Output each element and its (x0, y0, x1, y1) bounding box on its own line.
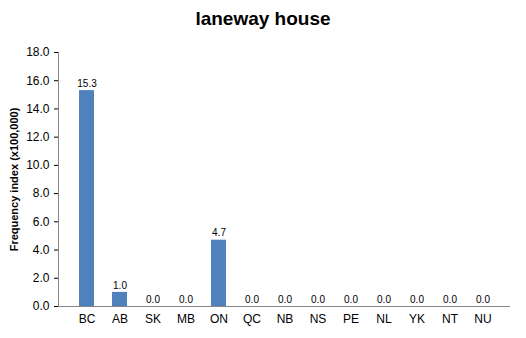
svg-text:0.0: 0.0 (311, 294, 325, 305)
svg-text:0.0: 0.0 (344, 294, 358, 305)
svg-text:14.0: 14.0 (26, 102, 50, 116)
svg-text:AB: AB (112, 312, 128, 326)
svg-text:0.0: 0.0 (443, 294, 457, 305)
svg-text:0.0: 0.0 (146, 294, 160, 305)
svg-text:12.0: 12.0 (26, 130, 50, 144)
svg-text:0.0: 0.0 (476, 294, 490, 305)
svg-text:NL: NL (376, 312, 392, 326)
svg-text:16.0: 16.0 (26, 74, 50, 88)
svg-text:4.7: 4.7 (212, 227, 226, 238)
svg-text:NB: NB (277, 312, 294, 326)
svg-text:10.0: 10.0 (26, 158, 50, 172)
svg-text:0.0: 0.0 (245, 294, 259, 305)
html-text:laneway house: laneway house (195, 8, 331, 29)
svg-text:QC: QC (243, 312, 261, 326)
svg-text:15.3: 15.3 (77, 78, 97, 89)
svg-text:2.0: 2.0 (33, 271, 50, 285)
svg-text:NS: NS (310, 312, 327, 326)
svg-text:BC: BC (79, 312, 96, 326)
svg-text:0.0: 0.0 (278, 294, 292, 305)
svg-text:ON: ON (210, 312, 228, 326)
svg-text:1.0: 1.0 (113, 280, 127, 291)
svg-text:PE: PE (343, 312, 359, 326)
svg-text:6.0: 6.0 (33, 215, 50, 229)
svg-text:SK: SK (145, 312, 161, 326)
svg-text:8.0: 8.0 (33, 186, 50, 200)
svg-text:18.0: 18.0 (26, 45, 50, 59)
svg-text:0.0: 0.0 (410, 294, 424, 305)
svg-text:0.0: 0.0 (33, 299, 50, 313)
svg-text:NT: NT (442, 312, 459, 326)
svg-text:Frequency index (x100,000): Frequency index (x100,000) (8, 107, 20, 251)
svg-text:0.0: 0.0 (377, 294, 391, 305)
svg-text:NU: NU (474, 312, 491, 326)
svg-text:4.0: 4.0 (33, 243, 50, 257)
svg-text:0.0: 0.0 (179, 294, 193, 305)
svg-text:YK: YK (409, 312, 425, 326)
svg-text:MB: MB (177, 312, 195, 326)
